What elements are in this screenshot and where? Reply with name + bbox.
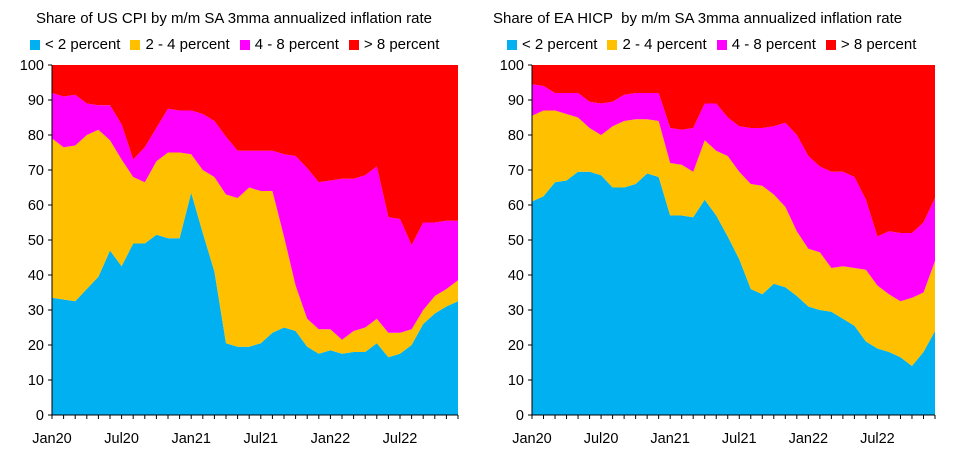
x-tick-label: Jul22 [383,431,418,447]
y-tick-label: 0 [36,408,44,424]
legend-swatch [507,39,517,50]
y-tick-label: 20 [28,338,44,354]
y-tick-label: 50 [508,233,524,249]
y-tick-label: 50 [28,233,44,249]
x-tick-label: Jan20 [32,431,72,447]
area-series-1 [52,192,458,415]
x-tick-label: Jan20 [512,431,552,447]
legend-item-2-4: 2 - 4 percent [607,36,707,53]
area-series-3 [532,84,935,302]
legend-item-below-2: < 2 percent [507,36,597,53]
y-tick-label: 80 [28,128,44,144]
legend-item-4-8: 4 - 8 percent [239,36,339,53]
y-tick-label: 90 [28,93,44,109]
area-series-1 [532,171,935,415]
y-tick-label: 100 [500,58,524,74]
legend-label: 4 - 8 percent [254,36,339,53]
x-tick-label: Jul21 [243,431,278,447]
legend-label: < 2 percent [522,36,598,53]
legend-label: < 2 percent [45,36,121,53]
x-tick-label: Jan21 [650,431,690,447]
x-tick-label: Jul22 [860,431,895,447]
legend-swatch [348,39,359,50]
area-series-3 [52,93,458,340]
legend-item-above-8: > 8 percent [825,36,917,53]
chart-plot-area: 0 10 20 30 40 50 60 70 80 90 100 Jan20 Jul20 Jan21 Jul… [20,58,459,447]
chart-title: Share of EA HICP by m/m SA 3mma annualiz… [493,10,903,27]
area-series-4 [532,65,935,237]
y-tick-label: 80 [508,128,524,144]
x-tick-label: Jul20 [104,431,139,447]
legend-swatch [825,39,836,50]
legend-label: > 8 percent [840,36,917,53]
chart-title: Share of US CPI by m/m SA 3mma annualize… [36,10,433,27]
y-tick-label: 30 [28,303,44,319]
legend-label: 4 - 8 percent [731,36,816,53]
x-tick-label: Jan22 [789,431,829,447]
y-tick-label: 90 [508,93,524,109]
y-tick-label: 0 [516,408,524,424]
x-tick-label: Jan21 [171,431,211,447]
y-tick-label: 40 [28,268,44,284]
chart-panel-ea-hicp: Share of EA HICP by m/m SA 3mma annualiz… [481,0,962,455]
chart-legend: < 2 percent 2 - 4 percent 4 - 8 percent … [507,36,916,53]
y-tick-label: 70 [28,163,44,179]
chart-plot-area: 0 10 20 30 40 50 60 70 80 90 100 Jan20 Jul20 Jan21 Jul… [500,58,936,447]
area-series-2 [532,110,935,366]
legend-swatch [239,39,250,50]
legend-swatch [607,39,618,50]
y-tick-label: 10 [508,373,524,389]
area-series-4 [52,65,458,246]
y-tick-label: 70 [508,163,524,179]
legend-item-4-8: 4 - 8 percent [716,36,816,53]
x-tick-label: Jul20 [584,431,619,447]
y-tick-label: 30 [508,303,524,319]
legend-swatch [30,39,40,50]
x-tick-label: Jan22 [311,431,351,447]
legend-label: > 8 percent [363,36,440,53]
chart-legend: < 2 percent 2 - 4 percent 4 - 8 percent … [30,36,439,53]
y-tick-label: 60 [508,198,524,214]
legend-item-above-8: > 8 percent [348,36,440,53]
y-tick-label: 60 [28,198,44,214]
legend-item-below-2: < 2 percent [30,36,120,53]
y-tick-label: 40 [508,268,524,284]
legend-item-2-4: 2 - 4 percent [130,36,230,53]
legend-swatch [716,39,727,50]
chart-panel-us-cpi: Share of US CPI by m/m SA 3mma annualize… [20,10,459,447]
area-series-2 [52,129,458,358]
legend-label: 2 - 4 percent [622,36,707,53]
y-tick-label: 10 [28,373,44,389]
y-tick-label: 20 [508,338,524,354]
x-tick-label: Jul21 [722,431,757,447]
legend-swatch [130,39,141,50]
legend-label: 2 - 4 percent [145,36,230,53]
y-tick-label: 100 [20,58,44,74]
